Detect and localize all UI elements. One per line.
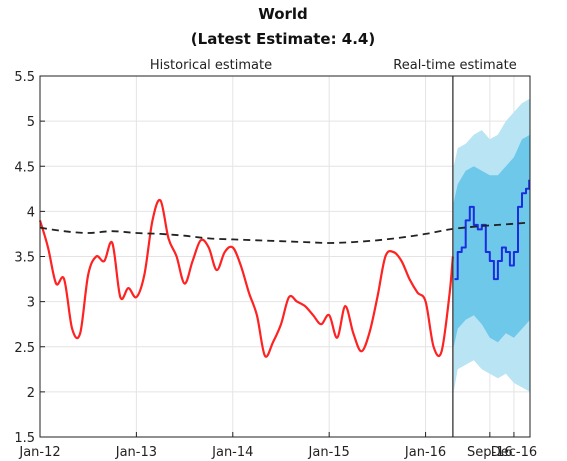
y-tick-label-6: 4.5 <box>14 160 35 175</box>
x-tick-label-3: Jan-15 <box>308 445 350 460</box>
chart-title: World <box>258 5 308 23</box>
y-tick-label-8: 5.5 <box>14 70 35 85</box>
x-tick-label-4: Jan-16 <box>404 445 446 460</box>
y-tick-label-0: 1.5 <box>14 431 35 446</box>
x-tick-label-1: Jan-13 <box>115 445 157 460</box>
y-tick-label-2: 2.5 <box>14 341 35 356</box>
y-tick-label-7: 5 <box>27 115 35 130</box>
y-tick-label-4: 3.5 <box>14 251 35 266</box>
realtime-region-label: Real-time estimate <box>393 58 516 73</box>
trend-dashed-line <box>39 221 531 244</box>
x-tick-label-6: Dec-16 <box>491 445 537 460</box>
y-tick-label-3: 3 <box>27 296 35 311</box>
x-tick-label-5: Sep-16 <box>467 445 513 460</box>
historical-region-label: Historical estimate <box>150 58 272 73</box>
uncertainty-band-inner <box>453 134 530 347</box>
plot-area: 1.5 2 2.5 3 3.5 4 4.5 5 5.5 Jan-12 Jan-13 Jan-14 Jan… <box>14 70 537 460</box>
realtime-estimate-line <box>454 179 531 281</box>
y-tick-label-5: 4 <box>27 205 35 220</box>
historical-estimate-line <box>38 198 454 358</box>
chart-subtitle: (Latest Estimate: 4.4) <box>191 30 375 48</box>
y-tick-label-1: 2 <box>27 386 35 401</box>
x-tick-label-0: Jan-12 <box>18 445 60 460</box>
x-tick-label-2: Jan-14 <box>211 445 253 460</box>
